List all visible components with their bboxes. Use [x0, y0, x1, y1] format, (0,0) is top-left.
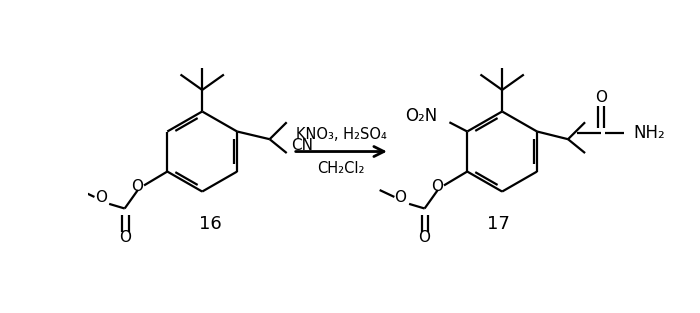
Text: O: O: [131, 179, 143, 194]
Text: O: O: [431, 179, 443, 194]
Text: CH₂Cl₂: CH₂Cl₂: [317, 161, 365, 176]
Text: O: O: [94, 190, 106, 205]
Text: O: O: [596, 90, 608, 105]
Text: NH₂: NH₂: [633, 124, 665, 142]
Text: CN: CN: [291, 138, 314, 153]
Text: O: O: [419, 230, 430, 245]
Text: O: O: [119, 230, 131, 245]
Text: O: O: [395, 190, 407, 205]
Text: KNO₃, H₂SO₄: KNO₃, H₂SO₄: [295, 127, 386, 142]
Text: O₂N: O₂N: [405, 107, 437, 125]
Text: 17: 17: [486, 215, 510, 233]
Text: 16: 16: [199, 215, 221, 233]
